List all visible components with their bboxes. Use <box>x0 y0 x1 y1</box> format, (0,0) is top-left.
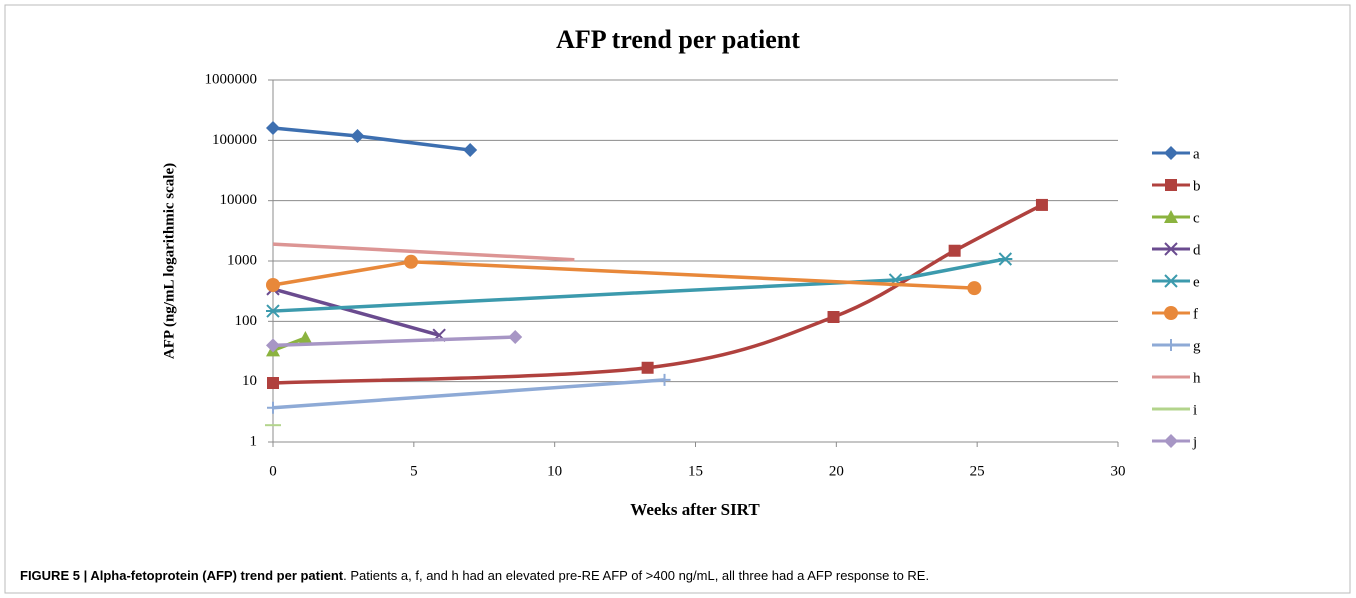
series-line <box>272 287 440 337</box>
marker <box>508 329 523 344</box>
legend-label: f <box>1193 306 1198 322</box>
series-line <box>272 378 665 410</box>
marker <box>266 121 280 136</box>
marker <box>1165 179 1177 191</box>
x-tick-label: 5 <box>410 463 418 479</box>
marker <box>463 143 478 158</box>
series-line <box>272 260 975 290</box>
marker <box>266 304 280 318</box>
chart-title: AFP trend per patient <box>556 25 800 54</box>
x-tick-label: 0 <box>269 463 277 479</box>
series-line <box>272 203 1043 385</box>
marker <box>1164 146 1178 160</box>
y-tick-label: 1000000 <box>205 71 258 87</box>
legend-label: a <box>1193 146 1200 162</box>
marker <box>1164 434 1178 448</box>
marker <box>404 254 419 269</box>
marker <box>298 330 313 344</box>
marker <box>1035 198 1048 211</box>
x-tick-label: 10 <box>547 463 562 479</box>
y-tick-label: 1 <box>250 433 258 449</box>
y-tick-label: 100 <box>235 313 258 329</box>
x-tick-label: 30 <box>1111 463 1126 479</box>
caption-text: . Patients a, f, and h had an elevated p… <box>343 568 929 583</box>
legend-label: e <box>1193 274 1200 290</box>
marker <box>266 278 280 293</box>
y-tick-label: 10 <box>242 373 257 389</box>
marker <box>267 401 279 414</box>
frame <box>4 4 1351 594</box>
legend-label: g <box>1193 338 1201 354</box>
x-tick-label: 15 <box>688 463 703 479</box>
legend-label: j <box>1192 434 1197 450</box>
y-tick-label: 100000 <box>212 132 257 148</box>
marker <box>267 377 279 390</box>
series-line <box>272 126 471 152</box>
legend-label: d <box>1193 242 1201 258</box>
x-tick-label: 25 <box>970 463 985 479</box>
x-axis-label: Weeks after SIRT <box>630 500 760 519</box>
legend-label: b <box>1193 178 1201 194</box>
legend-label: i <box>1193 402 1197 418</box>
marker <box>827 310 840 323</box>
marker <box>1164 274 1178 288</box>
y-tick-label: 10000 <box>220 192 258 208</box>
marker <box>641 361 654 374</box>
marker <box>948 244 961 257</box>
marker <box>1165 339 1177 351</box>
marker <box>266 338 280 353</box>
x-tick-label: 20 <box>829 463 844 479</box>
legend-label: h <box>1193 370 1201 386</box>
y-tick-label: 1000 <box>227 252 257 268</box>
marker <box>1164 210 1178 223</box>
series-line <box>272 335 516 348</box>
marker <box>1164 242 1178 256</box>
marker <box>1164 306 1178 320</box>
marker <box>967 281 982 296</box>
y-axis-label: AFP (ng/mL logarithmic scale) <box>161 163 177 359</box>
marker <box>998 252 1013 266</box>
legend-label: c <box>1193 210 1200 226</box>
marker <box>350 128 365 143</box>
caption: FIGURE 5 | Alpha-fetoprotein (AFP) trend… <box>20 568 929 583</box>
marker <box>658 373 671 386</box>
caption-bold: FIGURE 5 | Alpha-fetoprotein (AFP) trend… <box>20 568 344 583</box>
series-line <box>272 242 575 262</box>
